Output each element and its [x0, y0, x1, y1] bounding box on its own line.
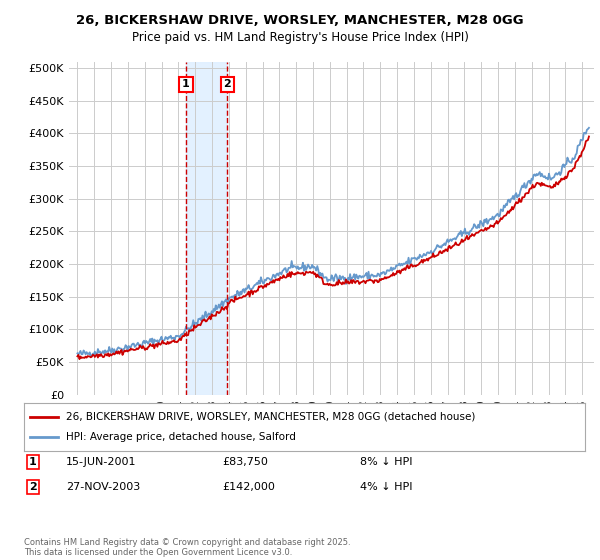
Text: 2: 2: [223, 80, 231, 90]
Text: 1: 1: [29, 457, 37, 467]
Text: Contains HM Land Registry data © Crown copyright and database right 2025.
This d: Contains HM Land Registry data © Crown c…: [24, 538, 350, 557]
Text: Price paid vs. HM Land Registry's House Price Index (HPI): Price paid vs. HM Land Registry's House …: [131, 31, 469, 44]
Text: 15-JUN-2001: 15-JUN-2001: [66, 457, 137, 467]
Text: 4% ↓ HPI: 4% ↓ HPI: [360, 482, 413, 492]
Bar: [186, 62, 227, 395]
Text: 26, BICKERSHAW DRIVE, WORSLEY, MANCHESTER, M28 0GG (detached house): 26, BICKERSHAW DRIVE, WORSLEY, MANCHESTE…: [66, 412, 475, 422]
Text: 1: 1: [182, 80, 190, 90]
Text: HPI: Average price, detached house, Salford: HPI: Average price, detached house, Salf…: [66, 432, 296, 442]
Text: 2: 2: [29, 482, 37, 492]
Text: £142,000: £142,000: [222, 482, 275, 492]
Text: £83,750: £83,750: [222, 457, 268, 467]
Text: 27-NOV-2003: 27-NOV-2003: [66, 482, 140, 492]
Text: 26, BICKERSHAW DRIVE, WORSLEY, MANCHESTER, M28 0GG: 26, BICKERSHAW DRIVE, WORSLEY, MANCHESTE…: [76, 14, 524, 27]
Text: 8% ↓ HPI: 8% ↓ HPI: [360, 457, 413, 467]
